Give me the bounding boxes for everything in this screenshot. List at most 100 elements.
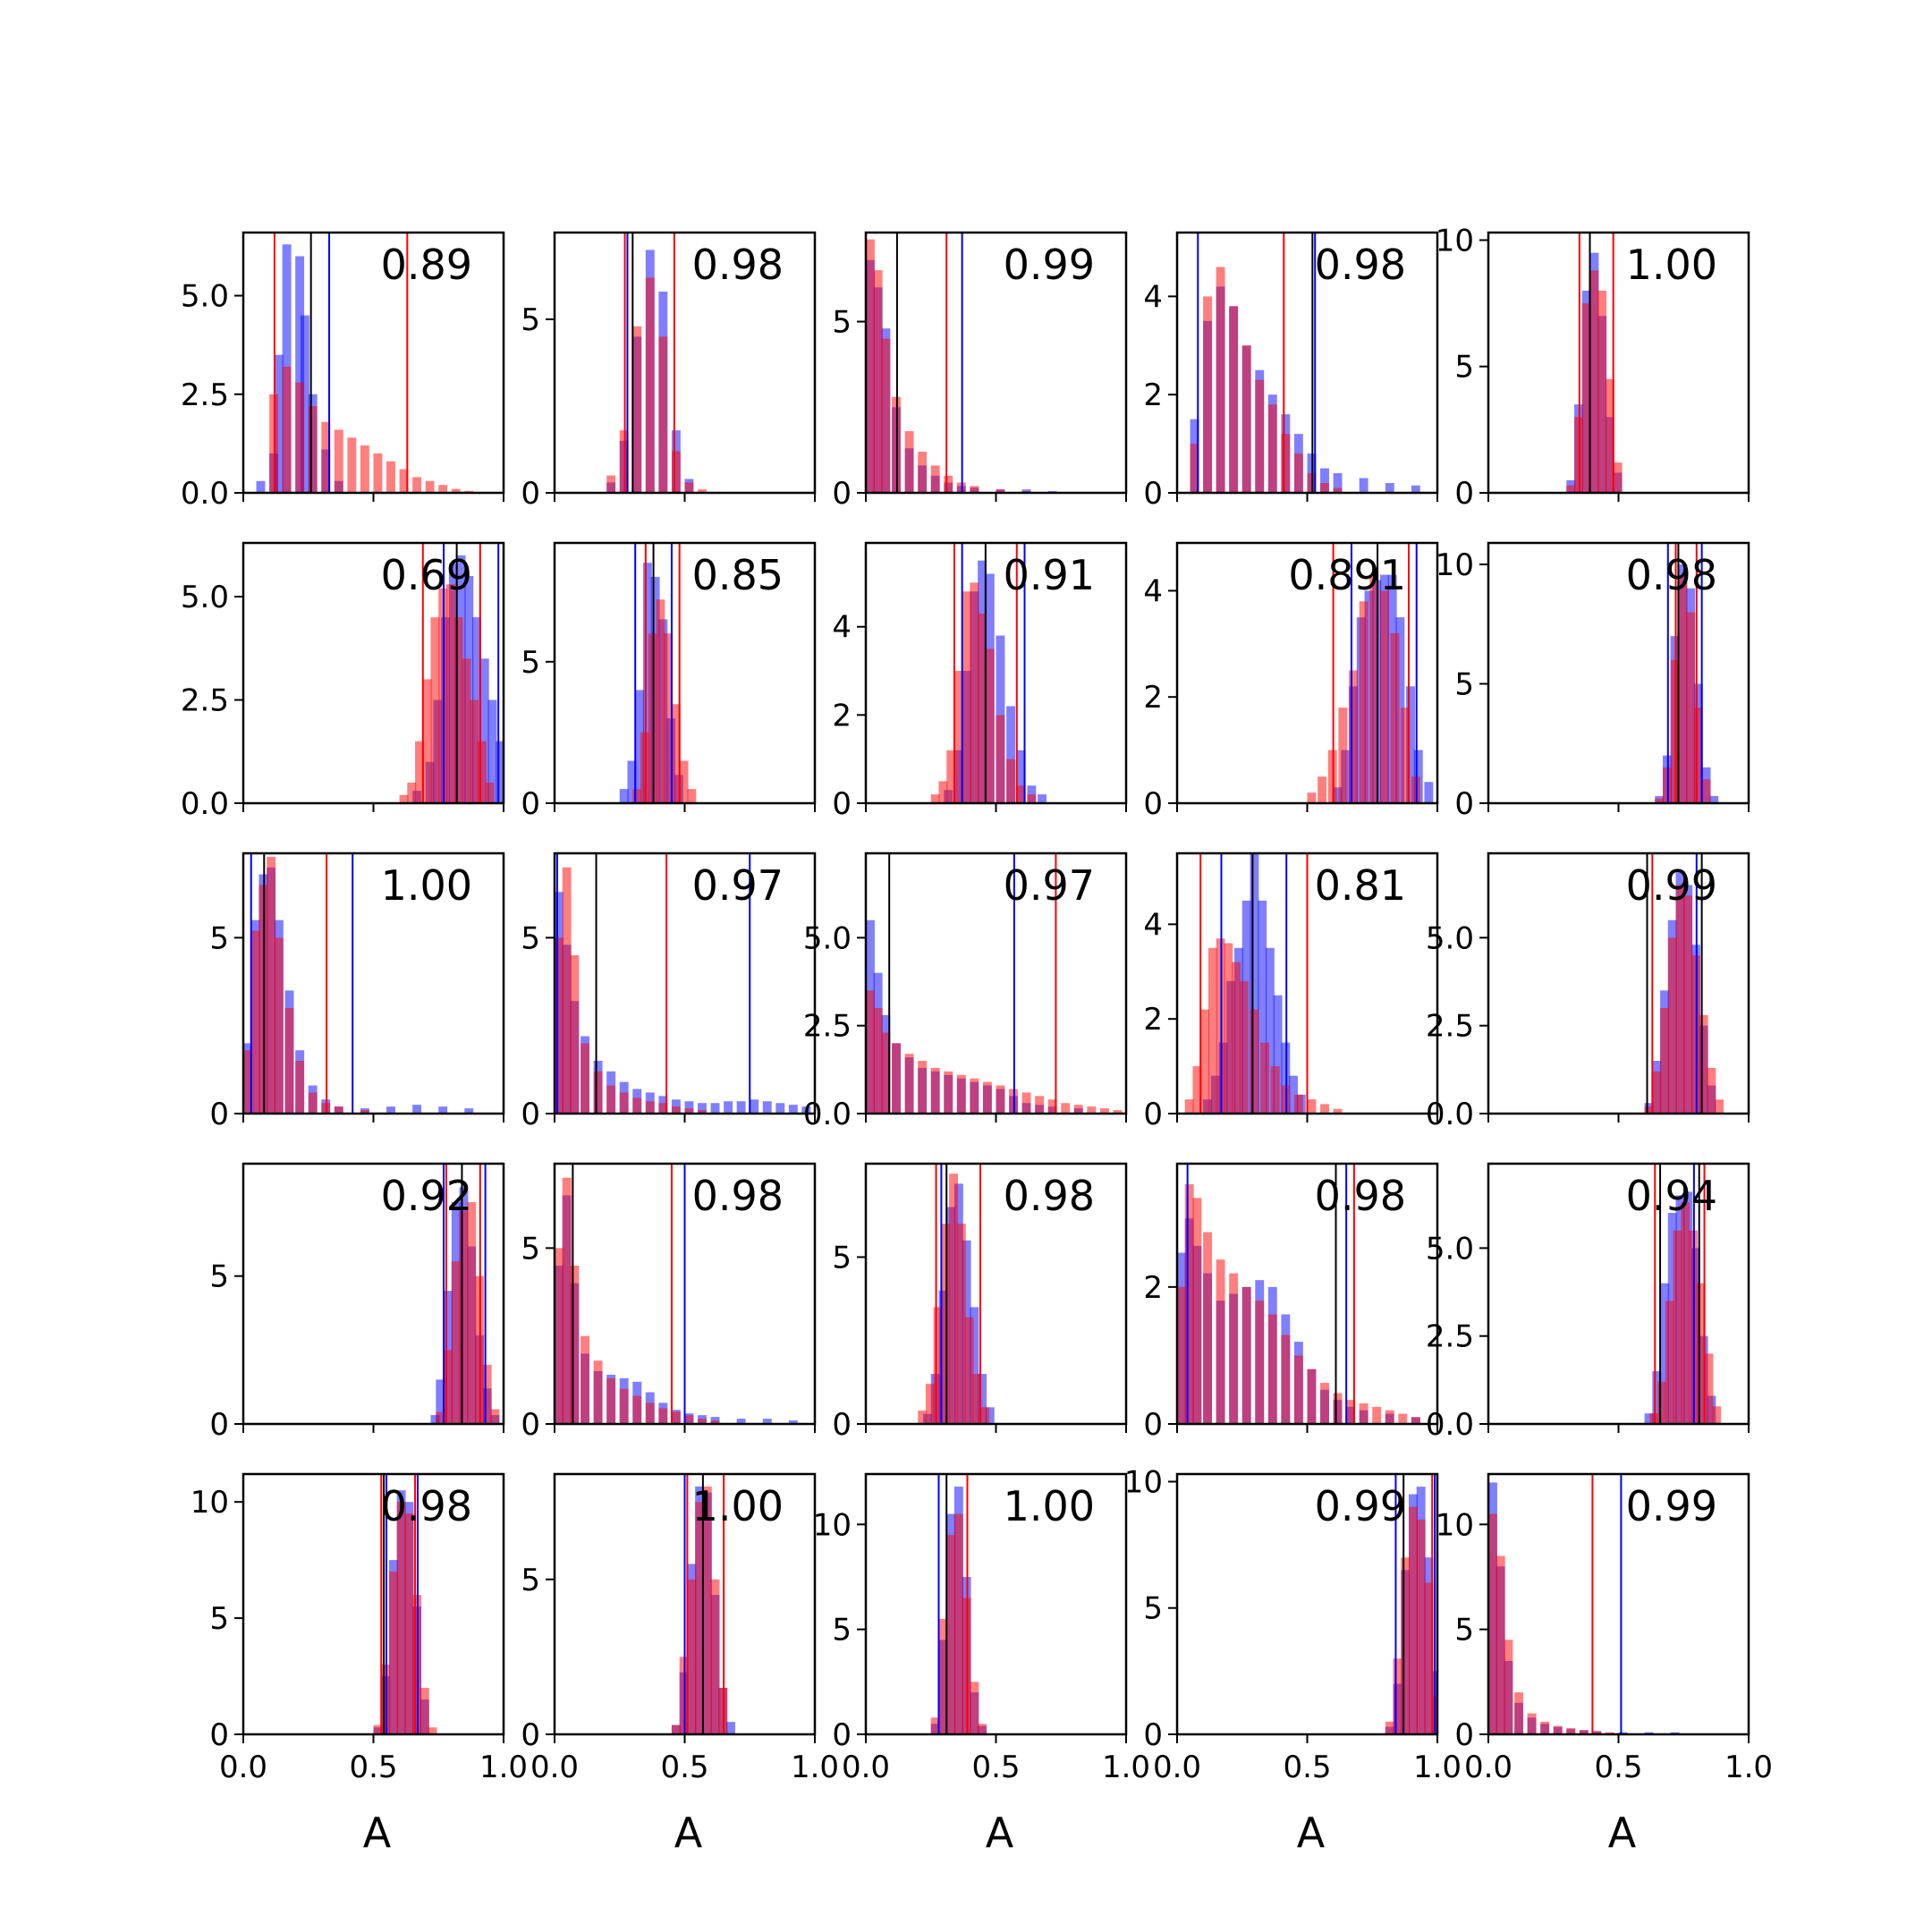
y-tick-label: 5 [521, 1563, 540, 1598]
red-histogram-bar [593, 1071, 603, 1114]
y-tick-label: 10 [191, 1485, 229, 1521]
plot-area [243, 853, 474, 1114]
y-tick-label: 5 [832, 1613, 852, 1648]
x-tick-label: 1.0 [1724, 1750, 1773, 1785]
histogram-panel: 020.98 [1143, 1162, 1439, 1443]
red-histogram-bar [1307, 1368, 1317, 1424]
blue-histogram-bar [274, 354, 284, 493]
y-tick-label: 5 [521, 645, 540, 681]
blue-histogram-bar [1333, 787, 1343, 803]
red-histogram-bar [1699, 1014, 1708, 1114]
y-tick-label: 2.5 [803, 1009, 852, 1045]
red-histogram-bar [477, 741, 487, 803]
histogram-panel: 0 2 4 0.91 [832, 541, 1128, 822]
red-histogram-bar [953, 671, 963, 803]
red-histogram-bar [1667, 937, 1677, 1114]
red-histogram-bar [684, 1415, 694, 1424]
x-tick-label: 0.5 [1283, 1750, 1331, 1785]
histogram-panel: 050.98 [521, 231, 817, 512]
blue-histogram-bar [1359, 478, 1368, 493]
red-histogram-bar [645, 1101, 655, 1114]
red-series [930, 582, 1037, 803]
red-histogram-bar [671, 1106, 681, 1114]
red-histogram-bar [1229, 306, 1239, 493]
red-histogram-bar [360, 1110, 369, 1114]
red-histogram-bar [347, 437, 357, 493]
red-histogram-bar [1229, 1273, 1239, 1424]
blue-histogram-bar [1006, 706, 1016, 803]
plot-area [866, 853, 1123, 1114]
red-histogram-bar [1579, 1730, 1589, 1734]
red-histogram-bar [1035, 1096, 1045, 1114]
histogram-panel: 050.85 [521, 541, 817, 822]
blue-histogram-bar [1273, 995, 1283, 1114]
blue-histogram-bar [736, 1419, 746, 1424]
red-histogram-bar [1707, 1067, 1716, 1114]
red-histogram-bar [996, 1085, 1005, 1114]
red-histogram-bar [360, 445, 369, 493]
y-tick-label: 5 [209, 1259, 229, 1295]
blue-histogram-bar [1250, 853, 1259, 1114]
red-histogram-bar [422, 679, 432, 803]
red-histogram-bar [1613, 462, 1623, 493]
panel-value-label: 0.91 [1004, 551, 1095, 599]
blue-histogram-bar [1364, 590, 1374, 803]
panel-value-label: 0.85 [692, 551, 784, 599]
blue-histogram-bar [726, 1722, 735, 1734]
red-histogram-bar [606, 475, 616, 493]
histogram-panel: 0 2 4 0.891 [1143, 541, 1439, 822]
red-histogram-bar [658, 1103, 668, 1114]
red-histogram-bar [1678, 576, 1688, 803]
red-histogram-bar [1293, 1355, 1303, 1424]
red-histogram-bar [1318, 776, 1327, 803]
y-tick-label: 0 [1454, 476, 1474, 512]
red-histogram-bar [1113, 1110, 1123, 1114]
red-histogram-bar [467, 1201, 477, 1424]
red-histogram-bar [428, 1727, 437, 1734]
plot-area [1644, 1164, 1722, 1424]
red-series [269, 366, 474, 493]
red-histogram-bar [1307, 792, 1317, 803]
red-histogram-bar [250, 930, 260, 1114]
red-histogram-bar [267, 856, 276, 1114]
red-histogram-bar [308, 406, 318, 493]
y-tick-label: 10 [1436, 223, 1474, 258]
red-histogram-bar [698, 1110, 707, 1114]
red-histogram-bar [1281, 434, 1291, 493]
blue-histogram-bar [487, 699, 497, 803]
y-tick-label: 5.0 [181, 279, 229, 315]
plot-area [1655, 543, 1719, 803]
y-tick-label: 10 [813, 1507, 852, 1543]
red-histogram-bar [938, 781, 948, 803]
plot-area [619, 543, 697, 803]
histogram-panel: 0 5 10 1.00 [1436, 223, 1750, 512]
red-histogram-bar [656, 599, 665, 803]
red-histogram-bar [462, 658, 471, 803]
red-histogram-bar [1208, 947, 1217, 1114]
red-histogram-bar [1346, 1400, 1356, 1424]
panel-value-label: 1.00 [1004, 1482, 1095, 1530]
red-histogram-bar [396, 1502, 406, 1734]
y-tick-label: 5 [521, 1231, 540, 1267]
red-histogram-bar [892, 1043, 901, 1114]
red-histogram-bar [873, 270, 883, 493]
y-tick-label: 10 [1436, 1507, 1474, 1543]
red-histogram-bar [1270, 1066, 1280, 1114]
panel-value-label: 0.891 [1288, 551, 1406, 599]
red-histogram-bar [970, 1682, 979, 1734]
red-histogram-bar [1398, 1413, 1408, 1424]
red-histogram-bar [1566, 1727, 1576, 1734]
blue-histogram-bar [412, 1105, 422, 1114]
red-histogram-bar [658, 336, 668, 493]
y-tick-label: 4 [1143, 573, 1163, 609]
histogram-panel: 0.0 2.5 5.0 0.69 [181, 541, 505, 822]
blue-histogram-bar [430, 1415, 440, 1424]
red-histogram-bar [1372, 1406, 1382, 1424]
red-histogram-bar [687, 789, 697, 803]
red-histogram-bar [282, 366, 292, 493]
y-tick-label: 0 [209, 1717, 229, 1753]
red-histogram-bar [956, 1224, 966, 1424]
red-histogram-bar [664, 633, 674, 803]
red-histogram-bar [1087, 1106, 1097, 1114]
blue-histogram-bar [762, 1419, 772, 1424]
